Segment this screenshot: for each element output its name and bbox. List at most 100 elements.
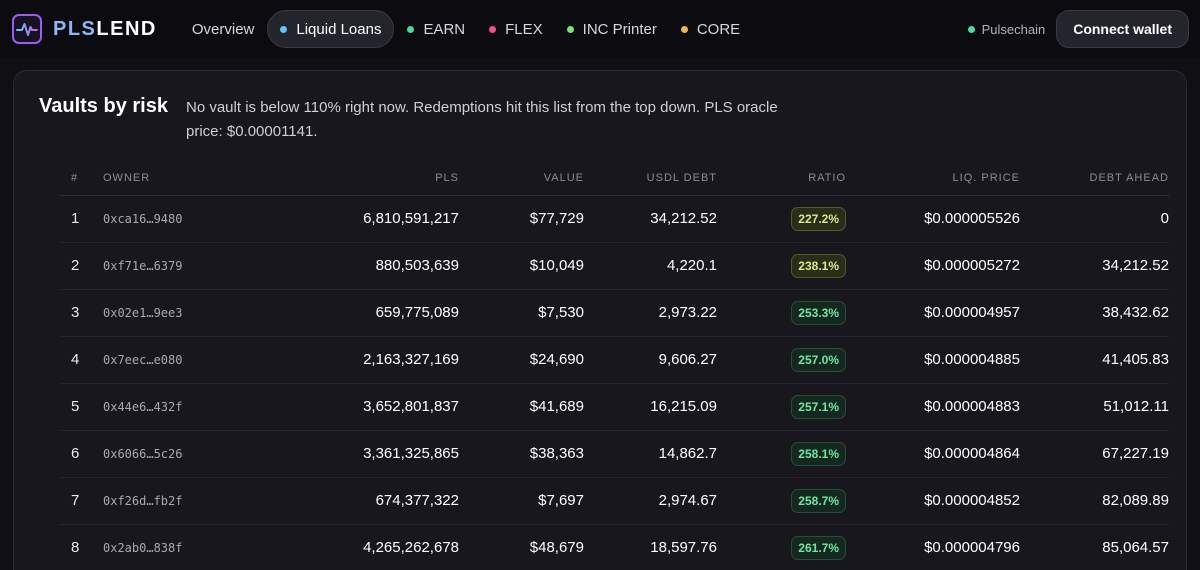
cell-owner[interactable]: 0x6066…5c26	[103, 430, 233, 478]
table-row[interactable]: 1 0xca16…9480 6,810,591,217 $77,729 34,212.5…	[59, 195, 1169, 243]
header-liq-price: LIQ. PRICE	[846, 161, 1020, 196]
cell-pls: 3,652,801,837	[233, 383, 459, 431]
cell-rank: 4	[59, 336, 103, 384]
nav-status-dot	[280, 25, 288, 33]
nav-item-label: Overview	[191, 20, 255, 38]
nav-item-label: Liquid Loans	[296, 20, 382, 38]
nav-status-dot	[566, 25, 574, 33]
nav-item-label: INC Printer	[582, 20, 657, 38]
table-row[interactable]: 2 0xf71e…6379 880,503,639 $10,049 4,220.1 238…	[59, 242, 1169, 290]
cell-debt-ahead: 82,089.89	[1020, 477, 1169, 525]
cell-owner[interactable]: 0x7eec…e080	[103, 336, 233, 384]
nav-item-liquid-loans[interactable]: Liquid Loans	[267, 10, 395, 48]
cell-rank: 6	[59, 430, 103, 478]
cell-debt-ahead: 67,227.19	[1020, 430, 1169, 478]
brand-name: PLSLEND	[53, 18, 157, 41]
cell-pls: 2,163,327,169	[233, 336, 459, 384]
vaults-panel: Vaults by risk No vault is below 110% ri…	[13, 70, 1187, 570]
nav-item-inc-printer[interactable]: INC Printer	[556, 10, 668, 48]
header-pls: PLS	[233, 161, 459, 196]
cell-liq-price: $0.000005272	[846, 242, 1020, 290]
connect-wallet-button[interactable]: Connect wallet	[1056, 10, 1189, 48]
nav-status-dot	[407, 25, 415, 33]
nav-item-core[interactable]: CORE	[670, 10, 751, 48]
table-row[interactable]: 3 0x02e1…9ee3 659,775,089 $7,530 2,973.22 253…	[59, 289, 1169, 337]
panel-title: Vaults by risk	[39, 95, 168, 117]
nav-item-label: FLEX	[505, 20, 543, 38]
cell-pls: 659,775,089	[233, 289, 459, 337]
cell-rank: 3	[59, 289, 103, 337]
cell-rank: 5	[59, 383, 103, 431]
ratio-badge: 238.1%	[791, 253, 846, 278]
ratio-badge: 257.0%	[791, 347, 846, 372]
cell-rank: 7	[59, 477, 103, 525]
table-row[interactable]: 6 0x6066…5c26 3,361,325,865 $38,363 14,862.7…	[59, 430, 1169, 478]
header-rank: #	[59, 161, 103, 196]
main-nav: Overview Liquid Loans EARN FLEX INC Printer C…	[181, 10, 753, 48]
cell-debt-ahead: 0	[1020, 195, 1169, 243]
network-indicator[interactable]: Pulsechain	[967, 22, 1045, 37]
cell-owner[interactable]: 0x02e1…9ee3	[103, 289, 233, 337]
cell-usdl-debt: 16,215.09	[584, 383, 717, 431]
cell-liq-price: $0.000004796	[846, 524, 1020, 570]
brand[interactable]: PLSLEND	[12, 14, 157, 44]
table-row[interactable]: 7 0xf26d…fb2f 674,377,322 $7,697 2,974.67 258…	[59, 477, 1169, 525]
cell-ratio: 258.7%	[717, 477, 846, 525]
cell-ratio: 258.1%	[717, 430, 846, 478]
nav-item-earn[interactable]: EARN	[396, 10, 476, 48]
cell-usdl-debt: 2,973.22	[584, 289, 717, 337]
header-usdl-debt: USDL DEBT	[584, 161, 717, 196]
cell-debt-ahead: 34,212.52	[1020, 242, 1169, 290]
cell-pls: 3,361,325,865	[233, 430, 459, 478]
cell-usdl-debt: 14,862.7	[584, 430, 717, 478]
table-row[interactable]: 8 0x2ab0…838f 4,265,262,678 $48,679 18,597.7…	[59, 524, 1169, 570]
cell-liq-price: $0.000004864	[846, 430, 1020, 478]
ratio-badge: 257.1%	[791, 394, 846, 419]
cell-ratio: 261.7%	[717, 524, 846, 570]
header-value: VALUE	[459, 161, 584, 196]
nav-item-overview[interactable]: Overview	[181, 10, 266, 48]
cell-liq-price: $0.000004852	[846, 477, 1020, 525]
cell-rank: 1	[59, 195, 103, 243]
ratio-badge: 227.2%	[791, 206, 846, 231]
cell-usdl-debt: 2,974.67	[584, 477, 717, 525]
cell-owner[interactable]: 0xca16…9480	[103, 195, 233, 243]
brand-name-lend: LEND	[96, 17, 157, 40]
table-row[interactable]: 5 0x44e6…432f 3,652,801,837 $41,689 16,215.0…	[59, 383, 1169, 431]
nav-item-label: EARN	[423, 20, 466, 38]
cell-pls: 880,503,639	[233, 242, 459, 290]
cell-owner[interactable]: 0xf71e…6379	[103, 242, 233, 290]
cell-ratio: 257.1%	[717, 383, 846, 431]
cell-usdl-debt: 9,606.27	[584, 336, 717, 384]
cell-pls: 674,377,322	[233, 477, 459, 525]
cell-value: $10,049	[459, 242, 584, 290]
cell-ratio: 253.3%	[717, 289, 846, 337]
ratio-badge: 261.7%	[791, 535, 846, 560]
cell-usdl-debt: 18,597.76	[584, 524, 717, 570]
nav-item-label: CORE	[696, 20, 741, 38]
nav-item-flex[interactable]: FLEX	[478, 10, 554, 48]
brand-name-pls: PLS	[53, 17, 97, 40]
cell-pls: 4,265,262,678	[233, 524, 459, 570]
cell-owner[interactable]: 0x44e6…432f	[103, 383, 233, 431]
header-debt-ahead: DEBT AHEAD	[1020, 161, 1169, 196]
cell-owner[interactable]: 0xf26d…fb2f	[103, 477, 233, 525]
cell-debt-ahead: 41,405.83	[1020, 336, 1169, 384]
cell-debt-ahead: 85,064.57	[1020, 524, 1169, 570]
cell-value: $7,530	[459, 289, 584, 337]
cell-liq-price: $0.000004883	[846, 383, 1020, 431]
top-navbar: PLSLEND Overview Liquid Loans EARN FLEX INC …	[0, 0, 1200, 58]
cell-value: $38,363	[459, 430, 584, 478]
right-nav: Pulsechain Connect wallet	[967, 10, 1189, 48]
panel-description: No vault is below 110% right now. Redemp…	[186, 99, 778, 140]
cell-ratio: 257.0%	[717, 336, 846, 384]
cell-rank: 2	[59, 242, 103, 290]
header-owner: OWNER	[103, 161, 233, 196]
vaults-table: # OWNER PLS VALUE USDL DEBT RATIO LIQ. P…	[59, 161, 1169, 570]
nav-status-dot	[680, 25, 688, 33]
cell-owner[interactable]: 0x2ab0…838f	[103, 524, 233, 570]
ratio-badge: 258.7%	[791, 488, 846, 513]
cell-ratio: 238.1%	[717, 242, 846, 290]
ratio-badge: 258.1%	[791, 441, 846, 466]
table-row[interactable]: 4 0x7eec…e080 2,163,327,169 $24,690 9,606.27…	[59, 336, 1169, 384]
